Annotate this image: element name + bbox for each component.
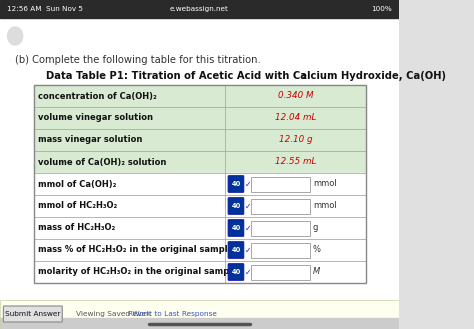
Bar <box>34 85 366 283</box>
Text: (b) Complete the following table for this titration.: (b) Complete the following table for thi… <box>15 55 261 65</box>
Bar <box>34 173 366 195</box>
Text: 12:56 AM  Sun Nov 5: 12:56 AM Sun Nov 5 <box>7 6 83 12</box>
Text: Viewing Saved Work: Viewing Saved Work <box>76 311 153 317</box>
Bar <box>34 261 366 283</box>
Text: molarity of HC₂H₃O₂ in the original sample: molarity of HC₂H₃O₂ in the original samp… <box>38 267 238 276</box>
Text: volume vinegar solution: volume vinegar solution <box>38 114 153 122</box>
Text: 40: 40 <box>231 203 241 209</box>
Bar <box>34 107 366 129</box>
Text: 0.340 M: 0.340 M <box>278 91 313 100</box>
Text: 12.04 mL: 12.04 mL <box>275 114 316 122</box>
Text: ✓: ✓ <box>245 267 251 276</box>
Bar <box>251 220 310 236</box>
Text: ✓: ✓ <box>245 180 251 189</box>
Bar <box>34 217 366 239</box>
Text: mass vinegar solution: mass vinegar solution <box>38 136 142 144</box>
Text: M: M <box>313 267 320 276</box>
Text: 40: 40 <box>231 269 241 275</box>
Text: Revert to Last Response: Revert to Last Response <box>128 311 217 317</box>
FancyBboxPatch shape <box>228 242 244 258</box>
Circle shape <box>8 27 23 45</box>
Text: ✓: ✓ <box>245 201 251 211</box>
Text: 40: 40 <box>231 225 241 231</box>
FancyBboxPatch shape <box>228 198 244 214</box>
Bar <box>251 265 310 280</box>
Bar <box>34 195 366 217</box>
Bar <box>34 129 366 151</box>
Text: e.webassign.net: e.webassign.net <box>170 6 229 12</box>
Text: 40: 40 <box>231 181 241 187</box>
FancyBboxPatch shape <box>228 176 244 192</box>
Bar <box>34 239 366 261</box>
Text: ✓: ✓ <box>245 223 251 233</box>
Bar <box>34 151 366 173</box>
Text: g: g <box>313 223 319 233</box>
Text: %: % <box>313 245 321 255</box>
Bar <box>34 85 366 107</box>
Text: mass of HC₂H₃O₂: mass of HC₂H₃O₂ <box>38 223 115 233</box>
Bar <box>0 300 399 329</box>
Bar <box>0 300 399 329</box>
Text: 40: 40 <box>231 247 241 253</box>
Text: 12.10 g: 12.10 g <box>279 136 312 144</box>
Text: mmol of HC₂H₃O₂: mmol of HC₂H₃O₂ <box>38 201 117 211</box>
Text: Data Table P1: Titration of Acetic Acid with Calcium Hydroxide, Ca(OH): Data Table P1: Titration of Acetic Acid … <box>46 71 446 81</box>
Text: 12.55 mL: 12.55 mL <box>275 158 316 166</box>
Text: concentration of Ca(OH)₂: concentration of Ca(OH)₂ <box>38 91 156 100</box>
Text: volume of Ca(OH)₂ solution: volume of Ca(OH)₂ solution <box>38 158 166 166</box>
FancyBboxPatch shape <box>228 220 244 236</box>
Text: mass % of HC₂H₃O₂ in the original sample: mass % of HC₂H₃O₂ in the original sample <box>38 245 233 255</box>
Bar <box>0 18 399 313</box>
Bar <box>251 176 310 191</box>
Text: 2: 2 <box>301 74 306 80</box>
Text: 100%: 100% <box>371 6 392 12</box>
Bar <box>0 0 399 18</box>
FancyBboxPatch shape <box>3 306 62 322</box>
Text: mmol: mmol <box>313 180 337 189</box>
FancyBboxPatch shape <box>228 264 244 280</box>
Text: mmol: mmol <box>313 201 337 211</box>
Text: ✓: ✓ <box>245 245 251 255</box>
Bar <box>251 198 310 214</box>
Text: mmol of Ca(OH)₂: mmol of Ca(OH)₂ <box>38 180 116 189</box>
Text: Submit Answer: Submit Answer <box>5 311 61 317</box>
Bar <box>251 242 310 258</box>
Bar <box>0 318 399 329</box>
